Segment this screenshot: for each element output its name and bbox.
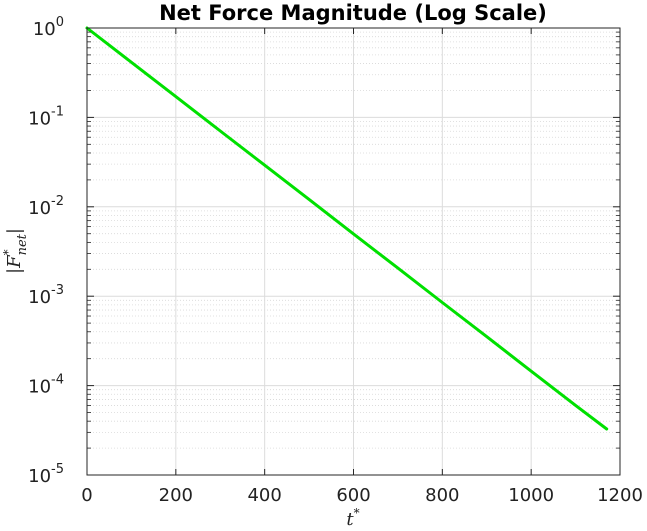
series-line-0 [85, 26, 609, 431]
y-tick-label: 10-4 [28, 373, 64, 398]
series-layer [85, 26, 609, 431]
x-tick-labels: 0 200 400 600 800 1000 1200 [81, 485, 643, 506]
chart-title: Net Force Magnitude (Log Scale) [159, 1, 547, 25]
y-axis-label: |F*net| [1, 228, 30, 274]
y-tick-label: 10-3 [28, 283, 64, 308]
x-tick-label: 200 [159, 485, 193, 506]
x-tick-label: 1000 [508, 485, 554, 506]
x-tick-label: 800 [425, 485, 459, 506]
x-tick-label: 1200 [597, 485, 643, 506]
x-tick-label: 600 [336, 485, 370, 506]
grid [87, 28, 620, 475]
y-tick-label: 100 [33, 15, 64, 40]
y-axis-label-sub: net [15, 233, 30, 255]
y-tick-label: 10-2 [28, 194, 64, 219]
x-axis-label-sup: * [354, 506, 360, 520]
y-tick-labels: 100 10-1 10-2 10-3 10-4 10-5 [28, 15, 64, 487]
x-axis-label: t* [346, 506, 359, 530]
y-axis-label-sup: * [1, 249, 15, 255]
y-tick-label: 10-1 [28, 104, 64, 129]
x-tick-label: 0 [81, 485, 92, 506]
ticks [86, 27, 621, 476]
y-tick-label: 10-5 [28, 462, 64, 487]
x-tick-label: 400 [247, 485, 281, 506]
